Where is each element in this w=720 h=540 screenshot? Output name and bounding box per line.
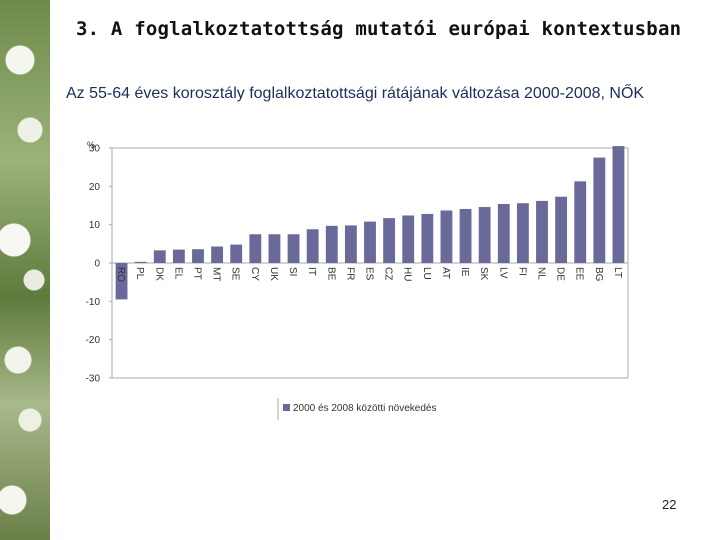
- x-tick-label: MT: [211, 267, 222, 281]
- x-tick-label: CY: [249, 267, 260, 281]
- x-tick-label: DK: [153, 267, 164, 281]
- x-tick-label: LT: [612, 267, 623, 278]
- x-tick-label: NL: [536, 267, 547, 280]
- y-tick-label: 0: [94, 259, 100, 270]
- bar-NL: [536, 200, 548, 263]
- y-tick-label: 30: [89, 144, 101, 155]
- bar-PL: [134, 261, 147, 263]
- x-tick-label: IT: [306, 267, 317, 276]
- bar-UK: [268, 234, 281, 263]
- x-tick-label: PT: [192, 267, 203, 280]
- bar-DK: [153, 250, 166, 263]
- bar-SE: [230, 244, 243, 263]
- x-tick-label: EL: [172, 267, 183, 280]
- x-tick-label: IE: [459, 267, 470, 277]
- bar-FI: [516, 203, 529, 263]
- bar-SK: [478, 207, 491, 263]
- bar-BE: [325, 225, 338, 263]
- y-tick-label: 10: [89, 220, 101, 231]
- x-tick-label: SE: [230, 267, 241, 281]
- x-tick-label: BG: [593, 267, 604, 282]
- bar-BG: [593, 157, 606, 263]
- page-number: 22: [662, 497, 677, 512]
- x-tick-label: FI: [516, 267, 527, 276]
- x-tick-label: LV: [497, 267, 508, 279]
- bar-DE: [555, 196, 568, 263]
- y-tick-label: -20: [86, 335, 101, 346]
- legend-swatch: [283, 404, 290, 411]
- bar-MT: [211, 246, 224, 263]
- bar-EE: [574, 181, 587, 263]
- slide-title: 3. A foglalkoztatottság mutatói európai …: [76, 18, 682, 40]
- decorative-flower-strip: [0, 0, 50, 540]
- x-tick-label: ES: [364, 267, 375, 281]
- bar-CY: [249, 234, 262, 263]
- y-axis-label: %: [87, 140, 95, 150]
- bar-LT: [612, 146, 625, 263]
- x-tick-label: UK: [268, 267, 279, 281]
- bar-RO: [115, 263, 128, 300]
- chart-subtitle: Az 55-64 éves korosztály foglalkoztatott…: [66, 85, 645, 102]
- bar-PT: [192, 249, 204, 263]
- x-tick-label: CZ: [383, 267, 394, 280]
- x-tick-label: FR: [344, 267, 355, 280]
- bar-IT: [306, 229, 319, 263]
- bar-chart: -30 -20 -10 0 10 20 30 RO PL DK EL PT MT SE CY UK SI IT B…: [86, 140, 629, 420]
- bar-ES: [364, 221, 376, 263]
- bar-FR: [344, 225, 357, 263]
- bar-SI: [287, 234, 300, 263]
- bar-LU: [421, 213, 434, 263]
- bar-AT: [440, 210, 453, 263]
- bar-LV: [497, 203, 510, 263]
- x-tick-label: LU: [421, 267, 432, 280]
- x-tick-label: DE: [555, 267, 566, 281]
- x-tick-label: PL: [134, 267, 145, 280]
- bar-HU: [402, 215, 415, 263]
- y-tick-label: -10: [86, 297, 101, 308]
- x-tick-label: EE: [574, 267, 585, 281]
- legend-label: 2000 és 2008 közötti növekedés: [293, 403, 436, 414]
- bar-CZ: [383, 218, 396, 263]
- x-tick-label: BE: [325, 267, 336, 281]
- bar-EL: [172, 249, 185, 263]
- x-tick-label: RO: [115, 267, 126, 282]
- x-tick-label: SK: [478, 267, 489, 281]
- x-tick-label: AT: [440, 267, 451, 279]
- x-tick-label: HU: [402, 267, 413, 281]
- y-tick-label: -30: [86, 374, 101, 385]
- x-tick-label: SI: [287, 267, 298, 276]
- y-tick-label: 20: [89, 182, 101, 193]
- bar-IE: [459, 208, 472, 263]
